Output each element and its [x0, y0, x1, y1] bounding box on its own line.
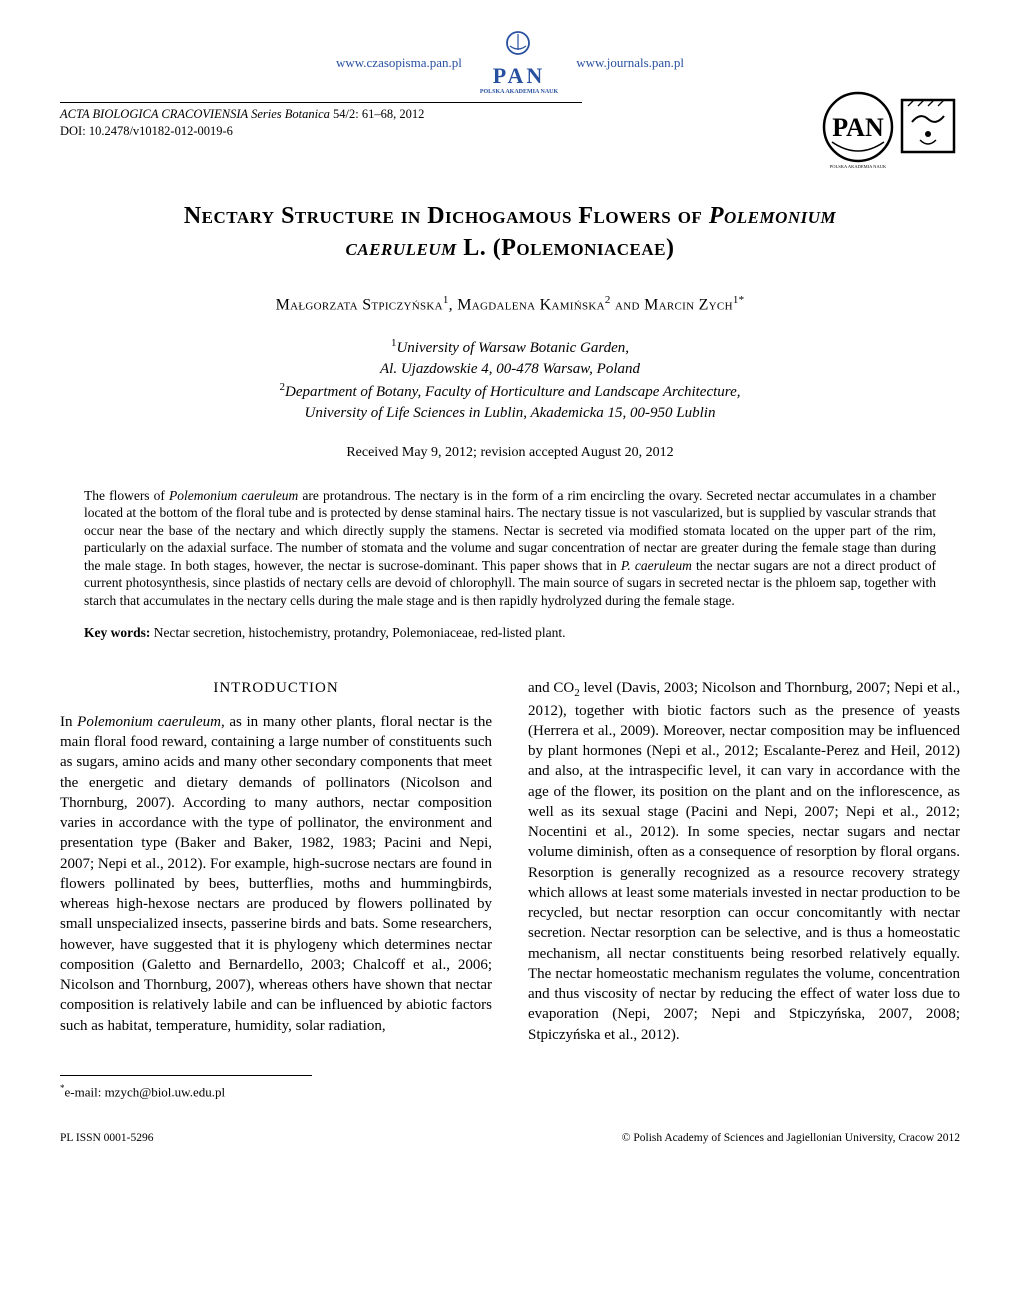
footer-copyright: © Polish Academy of Sciences and Jagiell… [622, 1131, 960, 1147]
keywords-label: Key words: [84, 625, 150, 640]
author-sep-1: , [449, 296, 458, 313]
pan-logo-large: PAN POLSKA AKADEMIA NAUK [820, 82, 960, 179]
aff-line-2: Al. Ujazdowskie 4, 00-478 Warsaw, Poland [380, 361, 640, 377]
intro-left-t2: , as in many other plants, floral nectar… [60, 714, 492, 1034]
intro-right-t1: and CO [528, 680, 574, 696]
received-line: Received May 9, 2012; revision accepted … [60, 444, 960, 463]
aff-line-1: University of Warsaw Botanic Garden, [396, 340, 629, 356]
intro-left-paragraph: In Polemonium caeruleum, as in many othe… [60, 712, 492, 1036]
article-title: Nectary Structure in Dichogamous Flowers… [60, 200, 960, 265]
title-part-1: Nectary Structure in Dichogamous Flowers… [184, 203, 709, 229]
aff-line-4: University of Life Sciences in Lublin, A… [305, 405, 716, 421]
author-2: Magdalena Kamińska [457, 296, 605, 313]
pan-text-small: PAN [480, 61, 558, 91]
journal-meta-row: ACTA BIOLOGICA CRACOVIENSIA Series Botan… [60, 102, 960, 140]
pan-emblem-icon: PAN POLSKA AKADEMIA NAUK [820, 82, 960, 172]
intro-right-t2: level (Davis, 2003; Nicolson and Thornbu… [528, 680, 960, 1043]
journal-issue: 54/2: 61–68, 2012 [330, 107, 424, 121]
right-column: and CO2 level (Davis, 2003; Nicolson and… [528, 678, 960, 1045]
author-3-sup: 1* [733, 294, 745, 306]
left-column: INTRODUCTION In Polemonium caeruleum, as… [60, 678, 492, 1045]
abstract-it1: Polemonium caeruleum [169, 488, 298, 503]
footer-issn: PL ISSN 0001-5296 [60, 1131, 154, 1147]
author-sep-2: and [611, 296, 644, 313]
intro-left-it1: Polemonium caeruleum [77, 714, 221, 730]
title-part-2b: L. (Polemoniaceae) [457, 235, 675, 261]
body-two-column: INTRODUCTION In Polemonium caeruleum, as… [60, 678, 960, 1045]
aff-line-3: Department of Botany, Faculty of Horticu… [285, 384, 740, 400]
pan-subtext-small: POLSKA AKADEMIA NAUK [480, 88, 558, 96]
footnote-block: *e-mail: mzych@biol.uw.edu.pl [60, 1082, 960, 1101]
abstract-t1: The flowers of [84, 488, 169, 503]
footnote-text: e-mail: mzych@biol.uw.edu.pl [65, 1084, 226, 1099]
journal-doi: DOI: 10.2478/v10182-012-0019-6 [60, 123, 582, 140]
journal-name: ACTA BIOLOGICA CRACOVIENSIA Series Botan… [60, 107, 330, 121]
keywords-text: Nectar secretion, histochemistry, protan… [150, 625, 565, 640]
footer-bar: PL ISSN 0001-5296 © Polish Academy of Sc… [60, 1131, 960, 1147]
link-journals[interactable]: www.journals.pan.pl [576, 54, 684, 72]
footnote-rule [60, 1075, 312, 1076]
abstract-it2: P. caeruleum [621, 558, 692, 573]
title-part-1b: Polemonium [709, 203, 836, 229]
svg-text:PAN: PAN [832, 113, 884, 142]
affiliations-block: 1University of Warsaw Botanic Garden, Al… [60, 336, 960, 424]
pan-small-icon [504, 30, 532, 56]
intro-right-paragraph: and CO2 level (Davis, 2003; Nicolson and… [528, 678, 960, 1045]
intro-left-t1: In [60, 714, 77, 730]
svg-text:POLSKA AKADEMIA NAUK: POLSKA AKADEMIA NAUK [830, 164, 887, 169]
pan-logo-small: PAN POLSKA AKADEMIA NAUK [480, 30, 558, 96]
keywords-block: Key words: Nectar secretion, histochemis… [84, 624, 936, 642]
journal-meta: ACTA BIOLOGICA CRACOVIENSIA Series Botan… [60, 102, 582, 140]
introduction-heading: INTRODUCTION [60, 678, 492, 698]
authors-line: Małgorzata Stpiczyńska1, Magdalena Kamiń… [60, 293, 960, 316]
link-czasopisma[interactable]: www.czasopisma.pan.pl [336, 54, 462, 72]
author-3: Marcin Zych [644, 296, 733, 313]
author-1: Małgorzata Stpiczyńska [276, 296, 443, 313]
abstract-block: The flowers of Polemonium caeruleum are … [84, 487, 936, 610]
title-part-2a: caeruleum [346, 235, 457, 261]
